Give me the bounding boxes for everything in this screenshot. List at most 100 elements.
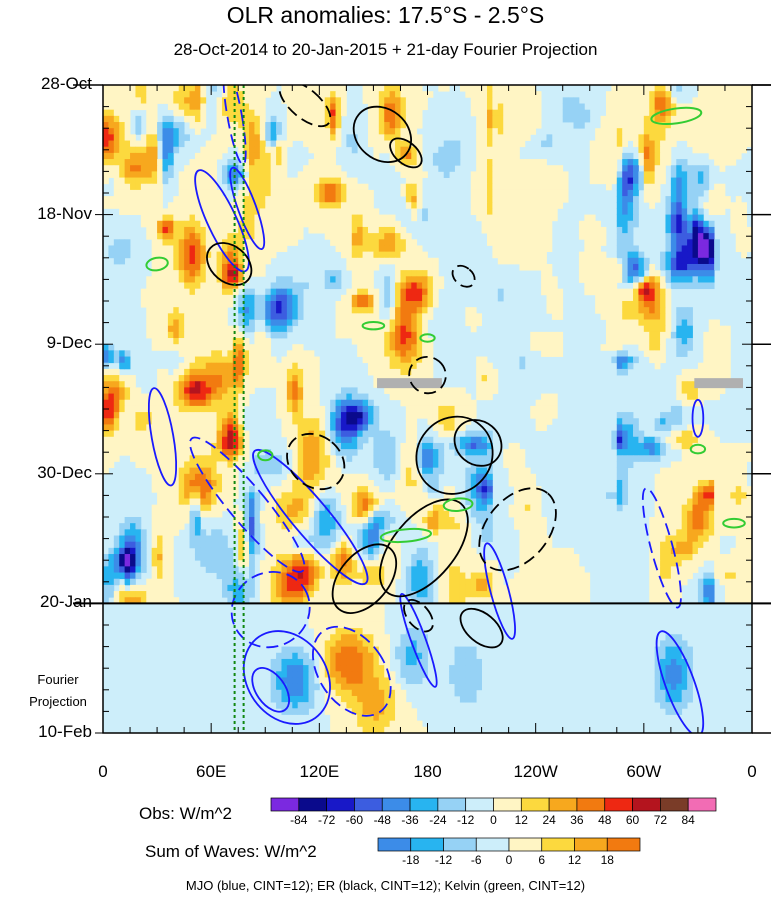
obs-tick-label: 84 — [681, 813, 695, 827]
waves-tick-label: -12 — [434, 853, 453, 867]
x-tick-label: 0 — [747, 762, 757, 781]
contour-34 — [689, 443, 707, 455]
obs-tick-label: -24 — [429, 813, 447, 827]
contour-31 — [379, 527, 433, 544]
fourier-projection-label: Fourier Projection — [29, 672, 87, 709]
wave-contours — [145, 85, 746, 733]
contour-4 — [189, 436, 306, 573]
y-tick-label: 10-Feb — [38, 722, 92, 741]
obs-color-box — [493, 797, 522, 812]
contour-35 — [722, 517, 746, 529]
waves-color-box — [377, 837, 412, 852]
chart-footer: MJO (blue, CINT=12); ER (black, CINT=12)… — [185, 878, 586, 893]
obs-color-box — [520, 797, 550, 812]
obs-color-box — [465, 797, 494, 812]
x-tick-label: 120E — [299, 762, 340, 781]
contour-32 — [442, 497, 474, 513]
y-tick-label: 30-Dec — [37, 462, 92, 482]
colorbars — [270, 797, 717, 852]
waves-color-box — [508, 837, 543, 852]
contour-14 — [691, 398, 705, 438]
contour-23 — [286, 432, 346, 491]
contour-10 — [483, 542, 516, 640]
waves-colorbar-title: Sum of Waves: W/m^2 — [145, 842, 317, 861]
y-tick-label: 18-Nov — [37, 203, 92, 223]
obs-tick-label: -60 — [345, 813, 364, 827]
obs-tick-label: -48 — [373, 813, 391, 827]
contour-15 — [352, 105, 412, 163]
obs-tick-label: 0 — [490, 813, 497, 827]
contour-19 — [451, 264, 476, 288]
contour-11 — [399, 593, 438, 688]
waves-tick-label: 12 — [567, 853, 582, 867]
contour-25 — [331, 543, 398, 614]
obs-colorbar-title: Obs: W/m^2 — [139, 804, 232, 823]
obs-tick-label: 24 — [542, 813, 556, 827]
obs-color-box — [604, 797, 633, 812]
axis-ticks — [95, 84, 771, 734]
contour-20 — [408, 355, 447, 395]
obs-tick-label: 60 — [625, 813, 640, 827]
obs-color-box — [437, 797, 467, 812]
y-tick-label: 9-Dec — [46, 333, 92, 353]
contour-13 — [655, 630, 705, 733]
obs-tick-label: -36 — [401, 813, 419, 827]
contour-22 — [453, 419, 503, 467]
x-tick-label: 180 — [413, 762, 442, 781]
obs-tick-label: -84 — [290, 813, 308, 827]
x-tick-label: 60E — [196, 762, 227, 781]
contour-17 — [389, 137, 423, 169]
chart-title: OLR anomalies: 17.5°S - 2.5°S — [226, 2, 545, 28]
obs-color-box — [326, 797, 355, 812]
contour-29 — [145, 256, 169, 272]
chart-subtitle: 28-Oct-2014 to 20-Jan-2015 + 21-day Four… — [173, 40, 598, 59]
waves-color-box — [606, 837, 641, 852]
waves-tick-label: 6 — [538, 853, 546, 867]
obs-color-box — [632, 797, 661, 812]
contour-5 — [252, 448, 369, 586]
waves-tick-label: -6 — [470, 853, 482, 867]
waves-color-box — [574, 837, 608, 852]
obs-color-box — [270, 797, 300, 812]
y-tick-label: 28-Oct — [40, 74, 92, 93]
contour-3 — [147, 387, 178, 487]
contour-28 — [403, 599, 434, 633]
obs-tick-label: 12 — [514, 813, 528, 827]
contour-8 — [242, 630, 331, 725]
obs-color-box — [687, 797, 717, 812]
waves-tick-label: -18 — [402, 853, 420, 867]
contour-7 — [251, 667, 291, 713]
x-tick-label: 0 — [98, 762, 108, 781]
contour-30 — [650, 106, 703, 126]
contour-18 — [206, 242, 253, 286]
contour-21 — [415, 415, 494, 495]
waves-color-box — [410, 837, 444, 852]
y-tick-label: 20-Jan — [40, 592, 92, 612]
contour-33 — [257, 449, 274, 462]
contour-36 — [361, 321, 386, 331]
contour-37 — [419, 333, 436, 343]
obs-tick-label: 36 — [570, 813, 584, 827]
obs-color-box — [548, 797, 578, 812]
contour-9 — [312, 625, 392, 717]
contour-6 — [230, 571, 311, 649]
obs-color-box — [354, 797, 383, 812]
contour-16 — [278, 85, 332, 128]
obs-color-box — [409, 797, 439, 812]
contour-2 — [229, 166, 266, 251]
x-tick-label: 120W — [513, 762, 558, 781]
x-tick-label: 60W — [626, 762, 662, 781]
contour-24 — [379, 498, 469, 598]
obs-tick-label: 48 — [598, 813, 612, 827]
obs-tick-label: -12 — [457, 813, 475, 827]
obs-color-box — [576, 797, 606, 812]
obs-color-box — [298, 797, 327, 812]
olr-anomaly-field — [103, 85, 752, 733]
contour-0 — [222, 85, 247, 166]
waves-color-box — [443, 837, 477, 852]
waves-tick-label: 0 — [505, 853, 513, 867]
obs-tick-label: -72 — [317, 813, 336, 827]
obs-tick-label: 72 — [653, 813, 668, 827]
obs-color-box — [381, 797, 411, 812]
